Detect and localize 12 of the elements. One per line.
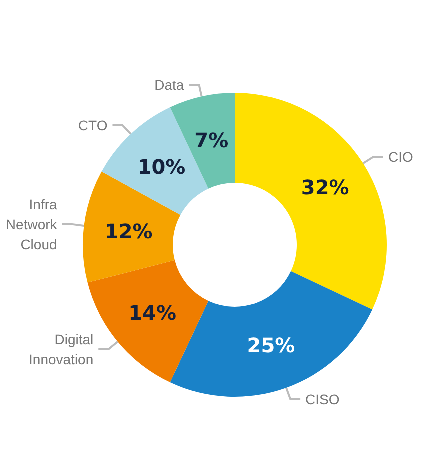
slice-label: Digital Innovation <box>29 332 94 368</box>
data-label: 14% <box>128 301 176 326</box>
data-label: 12% <box>104 220 153 244</box>
slice-label: Data <box>154 76 184 93</box>
slice-label: Infra Network Cloud <box>6 196 58 252</box>
slice-label: CTO <box>78 117 108 134</box>
slice-label: CIO <box>388 149 414 166</box>
data-label: 32% <box>301 176 350 200</box>
data-label: 10% <box>138 155 186 179</box>
slice-label: CISO <box>306 391 340 408</box>
data-label: 25% <box>247 334 296 358</box>
data-label: 7% <box>194 128 229 153</box>
